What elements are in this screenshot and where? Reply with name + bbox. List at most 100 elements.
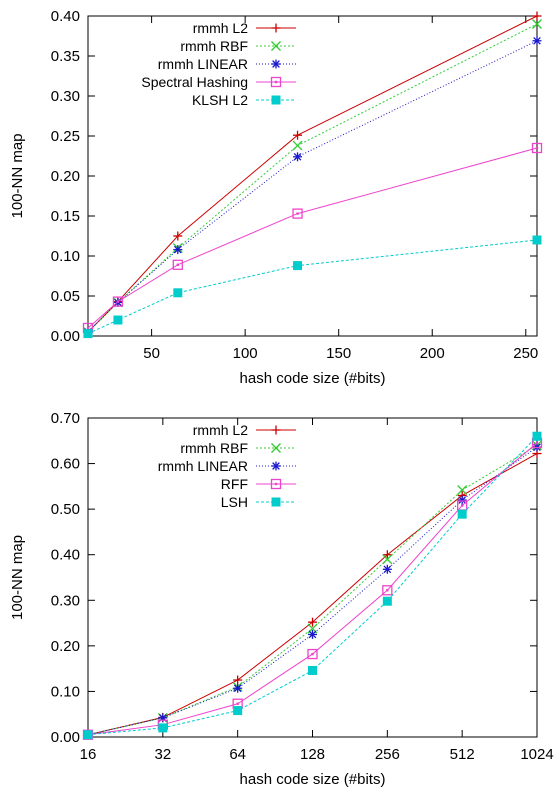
data-point	[173, 245, 183, 255]
x-tick-label: 64	[229, 746, 246, 763]
data-point	[158, 713, 168, 723]
series-line	[87, 446, 538, 736]
x-axis-label: hash code size (#bits)	[240, 771, 386, 788]
data-point	[307, 648, 318, 660]
y-tick-label: 0.20	[51, 638, 80, 655]
data-point	[308, 665, 317, 675]
y-tick-label: 0.40	[51, 547, 80, 564]
data-point	[532, 36, 542, 46]
y-tick-label: 0.05	[51, 288, 80, 305]
chart-bottom: 0.00 0.10 0.20 0.30 0.40 0.50 0.60 0.70 16 32 64 12…	[9, 410, 554, 788]
x-tick-label: 100	[233, 345, 258, 362]
data-point	[532, 19, 542, 29]
data-point	[382, 550, 392, 560]
data-point	[173, 288, 183, 298]
y-tick-label: 0.50	[51, 501, 80, 518]
series-line	[87, 239, 538, 335]
legend-marker	[271, 41, 281, 51]
x-tick-label: 50	[143, 345, 160, 362]
plot-frame	[87, 417, 538, 738]
data-point	[292, 140, 303, 151]
x-tick-label: 16	[80, 746, 97, 763]
legend-label: RFF	[221, 476, 248, 492]
y-tick-label: 0.20	[51, 168, 80, 185]
data-point	[293, 130, 303, 140]
legend-marker	[271, 425, 281, 435]
legend-label: KLSH L2	[192, 92, 248, 108]
y-tick-label: 0.40	[51, 8, 80, 25]
series-line	[87, 444, 538, 736]
data-point	[308, 629, 317, 639]
legend-label: rmmh L2	[193, 20, 248, 36]
y-axis-label: 100-NN map	[9, 133, 26, 218]
plot-frame	[87, 15, 538, 337]
y-tick-label: 0.60	[51, 456, 80, 473]
series-line	[87, 442, 538, 736]
chart-top: 0.00 0.05 0.10 0.15 0.20 0.25 0.30 0.35 0.40 50 10…	[9, 8, 543, 387]
x-tick-label: 512	[450, 746, 475, 763]
series-line	[87, 453, 538, 736]
legend-marker	[271, 497, 281, 507]
data-point	[293, 152, 303, 162]
legend-marker	[271, 443, 281, 453]
legend-marker	[271, 95, 281, 105]
y-tick-label: 0.10	[51, 683, 80, 700]
legend-label: rmmh LINEAR	[158, 458, 248, 474]
x-tick-label: 128	[300, 746, 325, 763]
legend-marker	[271, 461, 281, 471]
x-tick-label: 200	[420, 345, 445, 362]
legend-label: rmmh RBF	[180, 440, 248, 456]
data-point	[112, 296, 124, 307]
series-line	[87, 23, 538, 333]
x-tick-label: 150	[326, 345, 351, 362]
legend-marker	[271, 59, 281, 69]
x-tick-label: 32	[154, 746, 171, 763]
legend-label: rmmh RBF	[180, 38, 248, 54]
y-tick-label: 0.15	[51, 208, 80, 225]
x-axis-label: hash code size (#bits)	[240, 370, 386, 387]
data-point	[83, 730, 93, 740]
data-point	[382, 596, 392, 606]
y-axis-label: 100-NN map	[9, 535, 26, 620]
y-tick-label: 0.30	[51, 88, 80, 105]
y-tick-label: 0.25	[51, 128, 80, 145]
data-point	[113, 315, 123, 325]
legend-label: rmmh LINEAR	[158, 56, 248, 72]
legend: rmmh L2 rmmh RBF rmmh LINEAR RFF LSH	[158, 422, 296, 510]
legend-label: rmmh L2	[193, 422, 248, 438]
legend-marker	[270, 76, 282, 88]
series-line	[87, 147, 538, 329]
y-tick-label: 0.10	[51, 248, 80, 265]
data-point	[83, 329, 93, 339]
legend: rmmh L2 rmmh RBF rmmh LINEAR Spectral Hashi…	[141, 20, 296, 108]
legend-marker	[271, 23, 281, 33]
y-tick-label: 0.35	[51, 48, 80, 65]
data-point	[233, 683, 243, 693]
x-tick-label: 1024	[520, 746, 553, 763]
data-point	[233, 675, 243, 685]
data-point	[292, 208, 303, 219]
y-tick-label: 0.00	[51, 729, 80, 746]
data-point	[172, 259, 183, 270]
data-point	[532, 11, 542, 21]
data-point	[158, 723, 168, 733]
data-point	[457, 495, 467, 505]
legend-label: Spectral Hashing	[141, 74, 248, 90]
data-point	[532, 235, 542, 245]
x-tick-label: 250	[513, 345, 538, 362]
data-point	[233, 706, 243, 716]
x-tick-label: 256	[375, 746, 400, 763]
legend-marker	[270, 478, 282, 490]
data-point	[532, 431, 542, 441]
y-tick-label: 0.00	[51, 328, 80, 345]
data-point	[382, 564, 392, 574]
data-point	[457, 485, 468, 495]
legend-label: LSH	[221, 494, 248, 510]
y-tick-label: 0.30	[51, 592, 80, 609]
data-point	[457, 509, 467, 519]
data-point	[293, 261, 303, 271]
series-line	[87, 435, 538, 736]
data-point	[382, 585, 393, 596]
series-line	[87, 15, 538, 333]
